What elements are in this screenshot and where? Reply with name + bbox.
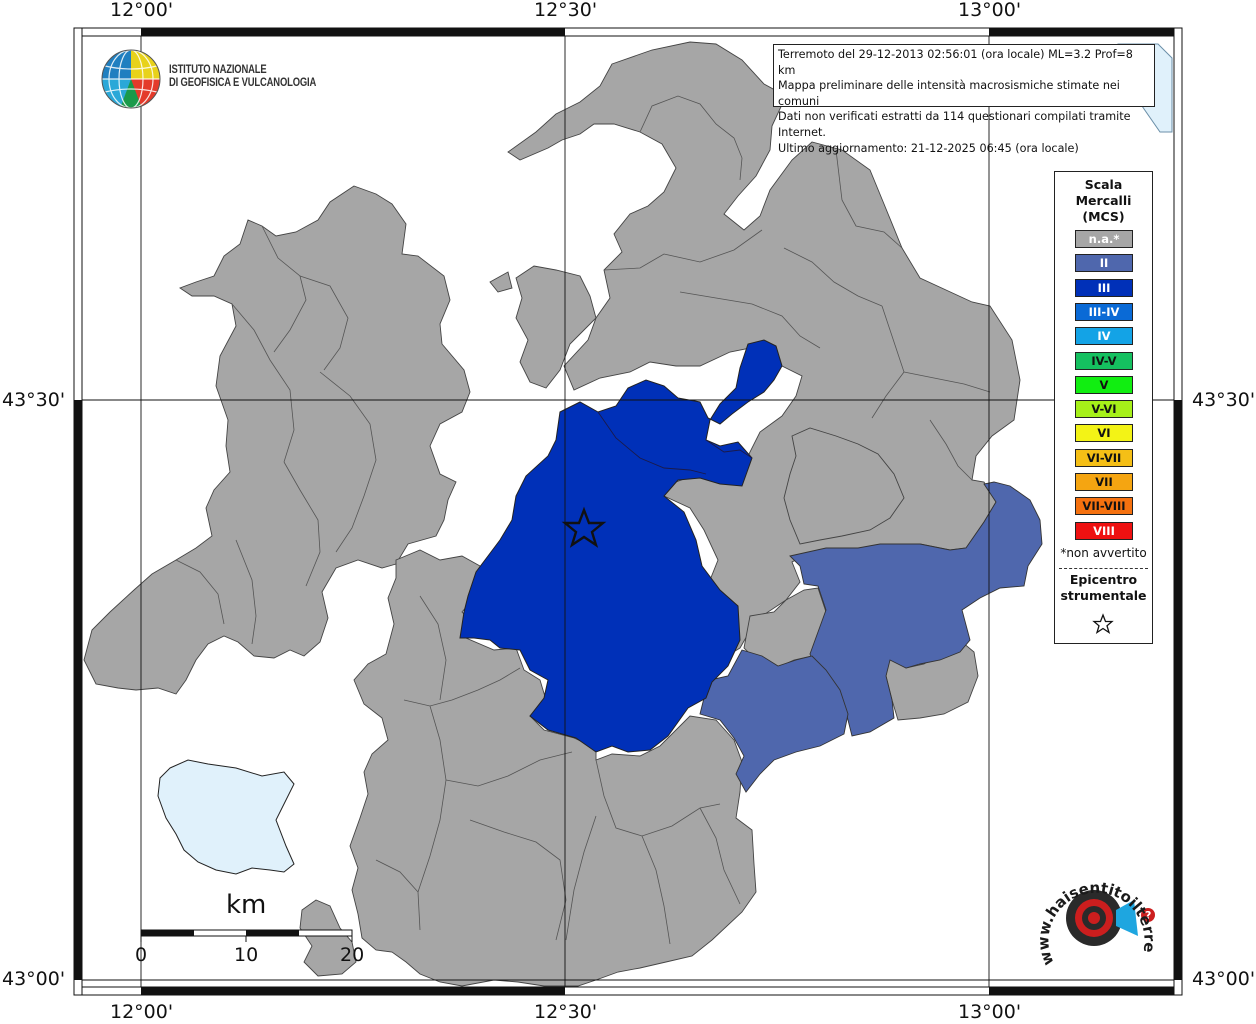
event-info-line1: Terremoto del 29-12-2013 02:56:01 (ora l… bbox=[778, 48, 1133, 77]
ingv-globe-logo bbox=[101, 49, 161, 109]
coord-right-43-00: 43°00' bbox=[1192, 968, 1256, 990]
coord-top-12-00: 12°00' bbox=[110, 0, 174, 21]
coord-left-43-30: 43°30' bbox=[2, 389, 66, 411]
coord-right-43-30: 43°30' bbox=[1192, 389, 1256, 411]
event-info-line2: Mappa preliminare delle intensità macros… bbox=[778, 79, 1120, 108]
municipalities-na bbox=[83, 41, 1021, 987]
legend-item-viii: VIII bbox=[1075, 521, 1133, 540]
legend-title-line3: (MCS) bbox=[1082, 209, 1125, 224]
coord-bottom-13-00: 13°00' bbox=[958, 1001, 1022, 1023]
legend-item-vii: VII bbox=[1075, 473, 1133, 491]
legend-epicenter-label: Epicentro strumentale bbox=[1055, 572, 1152, 604]
legend-item-n-a: n.a.* bbox=[1075, 230, 1133, 248]
legend-item-iv: IV bbox=[1075, 327, 1133, 346]
coord-bottom-12-00: 12°00' bbox=[110, 1001, 174, 1023]
event-info-box: Terremoto del 29-12-2013 02:56:01 (ora l… bbox=[773, 44, 1155, 155]
ingv-name-line1: ISTITUTO NAZIONALE bbox=[169, 64, 267, 76]
legend-star-icon bbox=[1092, 613, 1114, 635]
municipality-boundaries bbox=[175, 95, 991, 945]
graticule bbox=[74, 28, 1182, 995]
ingv-name: ISTITUTO NAZIONALE DI GEOFISICA E VULCAN… bbox=[169, 64, 316, 90]
legend-item-ii: II bbox=[1075, 254, 1133, 273]
scale-label-20: 20 bbox=[340, 944, 365, 966]
frame-border bbox=[73, 27, 1183, 996]
coord-bottom-12-30: 12°30' bbox=[534, 1001, 598, 1023]
scale-label-0: 0 bbox=[135, 944, 148, 966]
legend-item-vi-vii: VI-VII bbox=[1075, 448, 1133, 467]
coord-top-13-00: 13°00' bbox=[958, 0, 1022, 21]
coord-top-12-30: 12°30' bbox=[534, 0, 598, 21]
epicenter-star bbox=[561, 506, 607, 548]
legend-epicenter-line2: strumentale bbox=[1060, 588, 1147, 603]
legend-title: Scala Mercalli (MCS) bbox=[1055, 177, 1152, 225]
mcs-legend: Scala Mercalli (MCS) n.a.* II III III-IV IV I… bbox=[1054, 171, 1153, 644]
legend-note: *non avvertito bbox=[1060, 546, 1147, 560]
legend-title-line2: Mercalli bbox=[1075, 193, 1132, 208]
legend-separator bbox=[1059, 568, 1148, 569]
legend-item-iii-iv: III-IV bbox=[1075, 302, 1133, 321]
logo-question-icon: ? bbox=[1145, 909, 1151, 922]
legend-item-vii-viii: VII-VIII bbox=[1075, 497, 1133, 516]
scale-title: km bbox=[226, 890, 267, 920]
legend-epicenter-line1: Epicentro bbox=[1069, 572, 1138, 587]
iii-boundaries bbox=[597, 411, 753, 475]
legend-item-vi: VI bbox=[1075, 424, 1133, 443]
coord-left-43-00: 43°00' bbox=[2, 968, 66, 990]
event-info-line3: Dati non verificati estratti da 114 ques… bbox=[778, 110, 1131, 139]
municipalities-ii bbox=[699, 481, 1043, 793]
legend-title-line1: Scala bbox=[1084, 177, 1123, 192]
haisentito-logo: ? www.haisentitoilterremoto.it bbox=[1034, 858, 1159, 968]
ingv-name-line2: DI GEOFISICA E VULCANOLOGIA bbox=[169, 77, 317, 89]
lake-trasimeno bbox=[157, 759, 295, 875]
scale-label-10: 10 bbox=[234, 944, 259, 966]
legend-item-v: V bbox=[1075, 375, 1133, 394]
legend-item-v-vi: V-VI bbox=[1075, 400, 1133, 419]
legend-item-iii: III bbox=[1075, 278, 1133, 297]
municipalities-iii bbox=[459, 339, 783, 753]
legend-item-iv-v: IV-V bbox=[1075, 351, 1133, 370]
event-info-line4: Ultimo aggiornamento: 21-12-2025 06:45 (… bbox=[778, 141, 1079, 155]
scale-bar bbox=[140, 929, 353, 942]
